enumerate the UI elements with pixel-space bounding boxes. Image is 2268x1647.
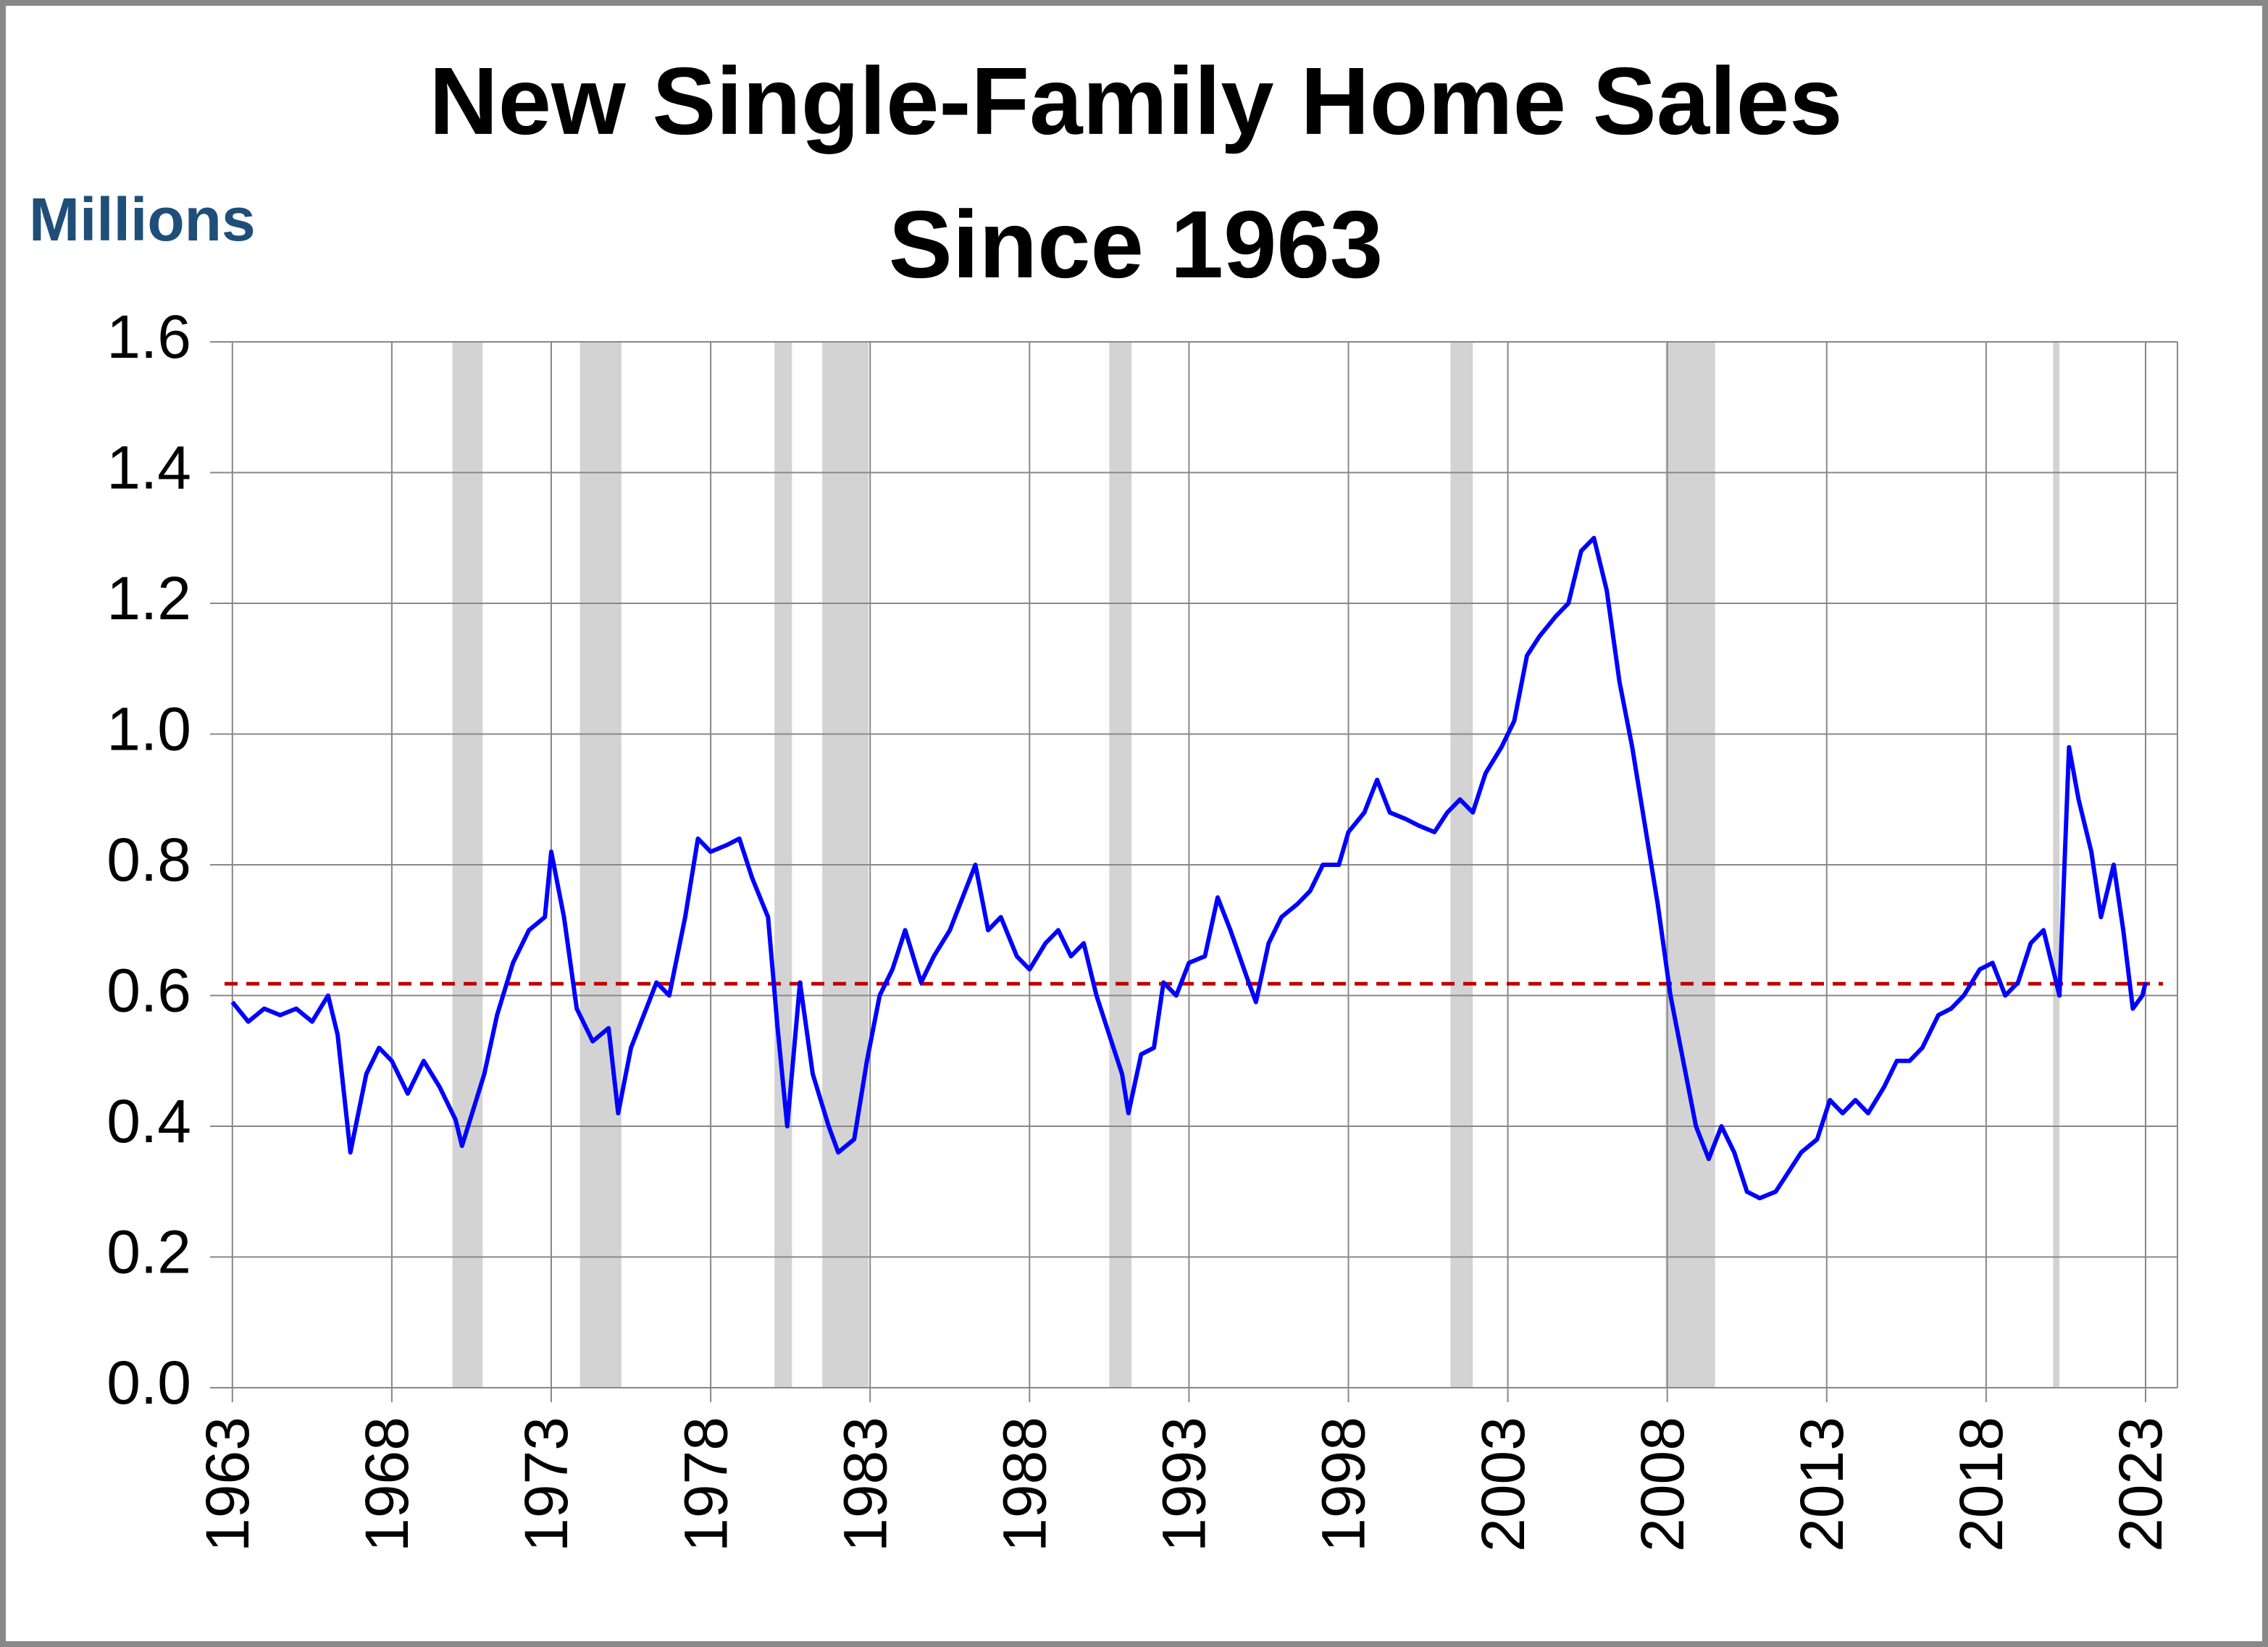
y-tick-label: 1.6 [106, 303, 191, 371]
y-axis-label: Millions [29, 185, 256, 253]
y-tick-label: 1.2 [106, 564, 191, 632]
y-tick-label: 0.2 [106, 1218, 191, 1286]
y-tick-label: 1.4 [106, 434, 191, 502]
y-tick-label: 0.0 [106, 1349, 191, 1417]
x-tick-label: 2003 [1469, 1417, 1537, 1552]
x-tick-label: 2018 [1947, 1417, 2015, 1552]
x-tick-label: 1998 [1310, 1417, 1378, 1552]
x-tick-label: 1978 [671, 1417, 740, 1552]
chart-title: New Single-Family Home Sales [429, 48, 1842, 154]
x-tick-label: 1993 [1150, 1417, 1218, 1552]
y-tick-label: 1.0 [106, 695, 191, 763]
y-tick-label: 0.4 [106, 1087, 191, 1155]
x-tick-label: 1973 [512, 1417, 580, 1552]
data-line [230, 535, 2148, 1201]
x-tick-label: 1988 [990, 1417, 1058, 1552]
y-tick-label: 0.6 [106, 957, 191, 1025]
chart-title: Since 1963 [889, 191, 1384, 298]
x-tick-label: 2008 [1628, 1417, 1696, 1552]
x-tick-label: 1968 [353, 1417, 421, 1552]
y-tick-label: 0.8 [106, 826, 191, 894]
x-tick-label: 2023 [2106, 1417, 2175, 1552]
x-tick-label: 1963 [193, 1417, 261, 1552]
x-tick-label: 1983 [831, 1417, 899, 1552]
x-tick-label: 2013 [1788, 1417, 1856, 1552]
